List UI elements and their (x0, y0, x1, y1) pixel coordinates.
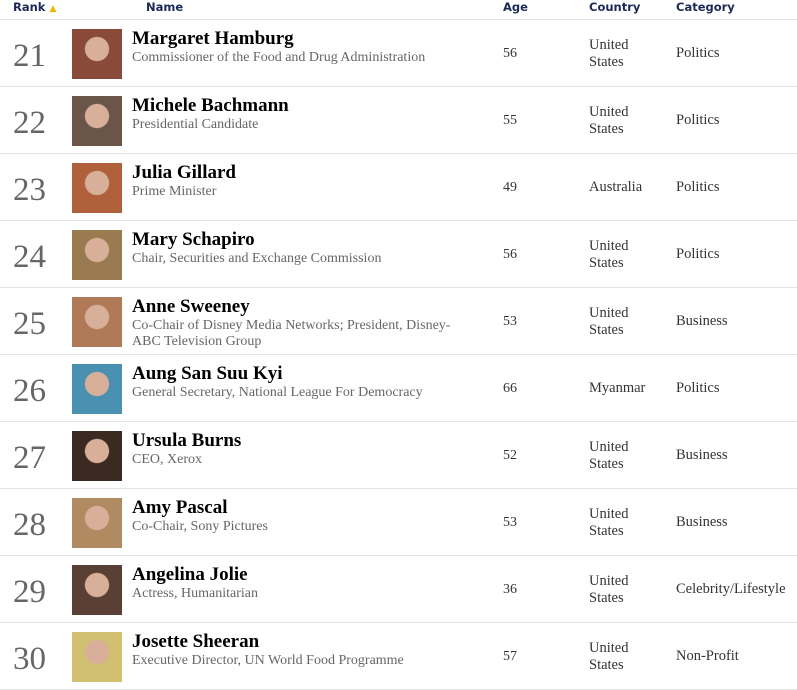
age-value: 49 (503, 180, 517, 195)
profile-photo[interactable] (72, 431, 122, 481)
category-column-header[interactable]: Category (676, 0, 735, 14)
profile-photo[interactable] (72, 364, 122, 414)
person-name[interactable]: Ursula Burns (132, 430, 242, 451)
person-name[interactable]: Angelina Jolie (132, 564, 248, 585)
age-value: 55 (503, 113, 517, 128)
table-row: 29 Angelina Jolie Actress, Humanitarian … (0, 556, 797, 623)
rank-number: 24 (13, 239, 46, 275)
rank-number: 28 (13, 507, 46, 543)
country-value: United States (589, 439, 629, 472)
category-value: Politics (676, 45, 720, 61)
table-row: 21 Margaret Hamburg Commissioner of the … (0, 20, 797, 87)
category-value: Celebrity/Lifestyle (676, 581, 786, 597)
category-value: Business (676, 514, 728, 530)
profile-photo[interactable] (72, 29, 122, 79)
country-column-header[interactable]: Country (589, 0, 641, 14)
category-value: Business (676, 313, 728, 329)
person-title: Actress, Humanitarian (132, 586, 258, 601)
age-value: 36 (503, 582, 517, 597)
table-row: 28 Amy Pascal Co-Chair, Sony Pictures 53… (0, 489, 797, 556)
person-title: Co-Chair of Disney Media Networks; Presi… (132, 318, 451, 349)
profile-photo[interactable] (72, 297, 122, 347)
person-name[interactable]: Julia Gillard (132, 162, 236, 183)
category-value: Politics (676, 246, 720, 262)
profile-photo[interactable] (72, 498, 122, 548)
ranking-list: 21 Margaret Hamburg Commissioner of the … (0, 20, 797, 690)
sort-ascending-icon: ▲ (49, 4, 57, 14)
person-name[interactable]: Amy Pascal (132, 497, 228, 518)
country-value: United States (589, 640, 629, 673)
country-value: United States (589, 506, 629, 539)
profile-photo[interactable] (72, 163, 122, 213)
table-row: 30 Josette Sheeran Executive Director, U… (0, 623, 797, 690)
age-value: 52 (503, 448, 517, 463)
person-name[interactable]: Margaret Hamburg (132, 28, 294, 49)
person-name[interactable]: Mary Schapiro (132, 229, 255, 250)
rank-column-header[interactable]: Rank ▲ (13, 0, 57, 14)
rank-number: 27 (13, 440, 46, 476)
profile-photo[interactable] (72, 96, 122, 146)
country-value: Myanmar (589, 380, 646, 396)
person-title: Prime Minister (132, 184, 217, 199)
country-value: United States (589, 238, 629, 271)
person-name[interactable]: Aung San Suu Kyi (132, 363, 283, 384)
rank-number: 26 (13, 373, 46, 409)
country-value: Australia (589, 179, 643, 195)
category-value: Politics (676, 112, 720, 128)
rank-number: 22 (13, 105, 46, 141)
table-row: 27 Ursula Burns CEO, Xerox 52 United Sta… (0, 422, 797, 489)
table-row: 23 Julia Gillard Prime Minister 49 Austr… (0, 154, 797, 221)
person-name[interactable]: Josette Sheeran (132, 631, 260, 652)
country-value: United States (589, 37, 629, 70)
age-value: 56 (503, 247, 517, 262)
category-value: Non-Profit (676, 648, 739, 664)
country-value: United States (589, 573, 629, 606)
profile-photo[interactable] (72, 565, 122, 615)
person-title: Executive Director, UN World Food Progra… (132, 653, 404, 668)
category-value: Business (676, 447, 728, 463)
rank-number: 23 (13, 172, 46, 208)
age-value: 57 (503, 649, 517, 664)
person-name[interactable]: Anne Sweeney (132, 296, 250, 317)
person-title: General Secretary, National League For D… (132, 385, 423, 400)
category-value: Politics (676, 380, 720, 396)
category-value: Politics (676, 179, 720, 195)
table-header: Rank ▲ Name Age Country Category (0, 0, 797, 20)
person-title: Chair, Securities and Exchange Commissio… (132, 251, 382, 266)
age-value: 53 (503, 515, 517, 530)
person-title: Co-Chair, Sony Pictures (132, 519, 268, 534)
country-value: United States (589, 104, 629, 137)
age-value: 53 (503, 314, 517, 329)
age-column-header[interactable]: Age (503, 0, 528, 14)
person-name[interactable]: Michele Bachmann (132, 95, 289, 116)
person-title: Commissioner of the Food and Drug Admini… (132, 50, 426, 65)
rank-number: 25 (13, 306, 46, 342)
age-value: 66 (503, 381, 517, 396)
person-title: CEO, Xerox (132, 452, 202, 467)
name-column-header[interactable]: Name (146, 0, 184, 14)
profile-photo[interactable] (72, 230, 122, 280)
country-value: United States (589, 305, 629, 338)
rank-number: 21 (13, 38, 46, 74)
profile-photo[interactable] (72, 632, 122, 682)
table-row: 26 Aung San Suu Kyi General Secretary, N… (0, 355, 797, 422)
age-value: 56 (503, 46, 517, 61)
rank-number: 30 (13, 641, 46, 677)
person-title: Presidential Candidate (132, 117, 259, 132)
table-row: 24 Mary Schapiro Chair, Securities and E… (0, 221, 797, 288)
table-row: 22 Michele Bachmann Presidential Candida… (0, 87, 797, 154)
rank-number: 29 (13, 574, 46, 610)
table-row: 25 Anne Sweeney Co-Chair of Disney Media… (0, 288, 797, 355)
